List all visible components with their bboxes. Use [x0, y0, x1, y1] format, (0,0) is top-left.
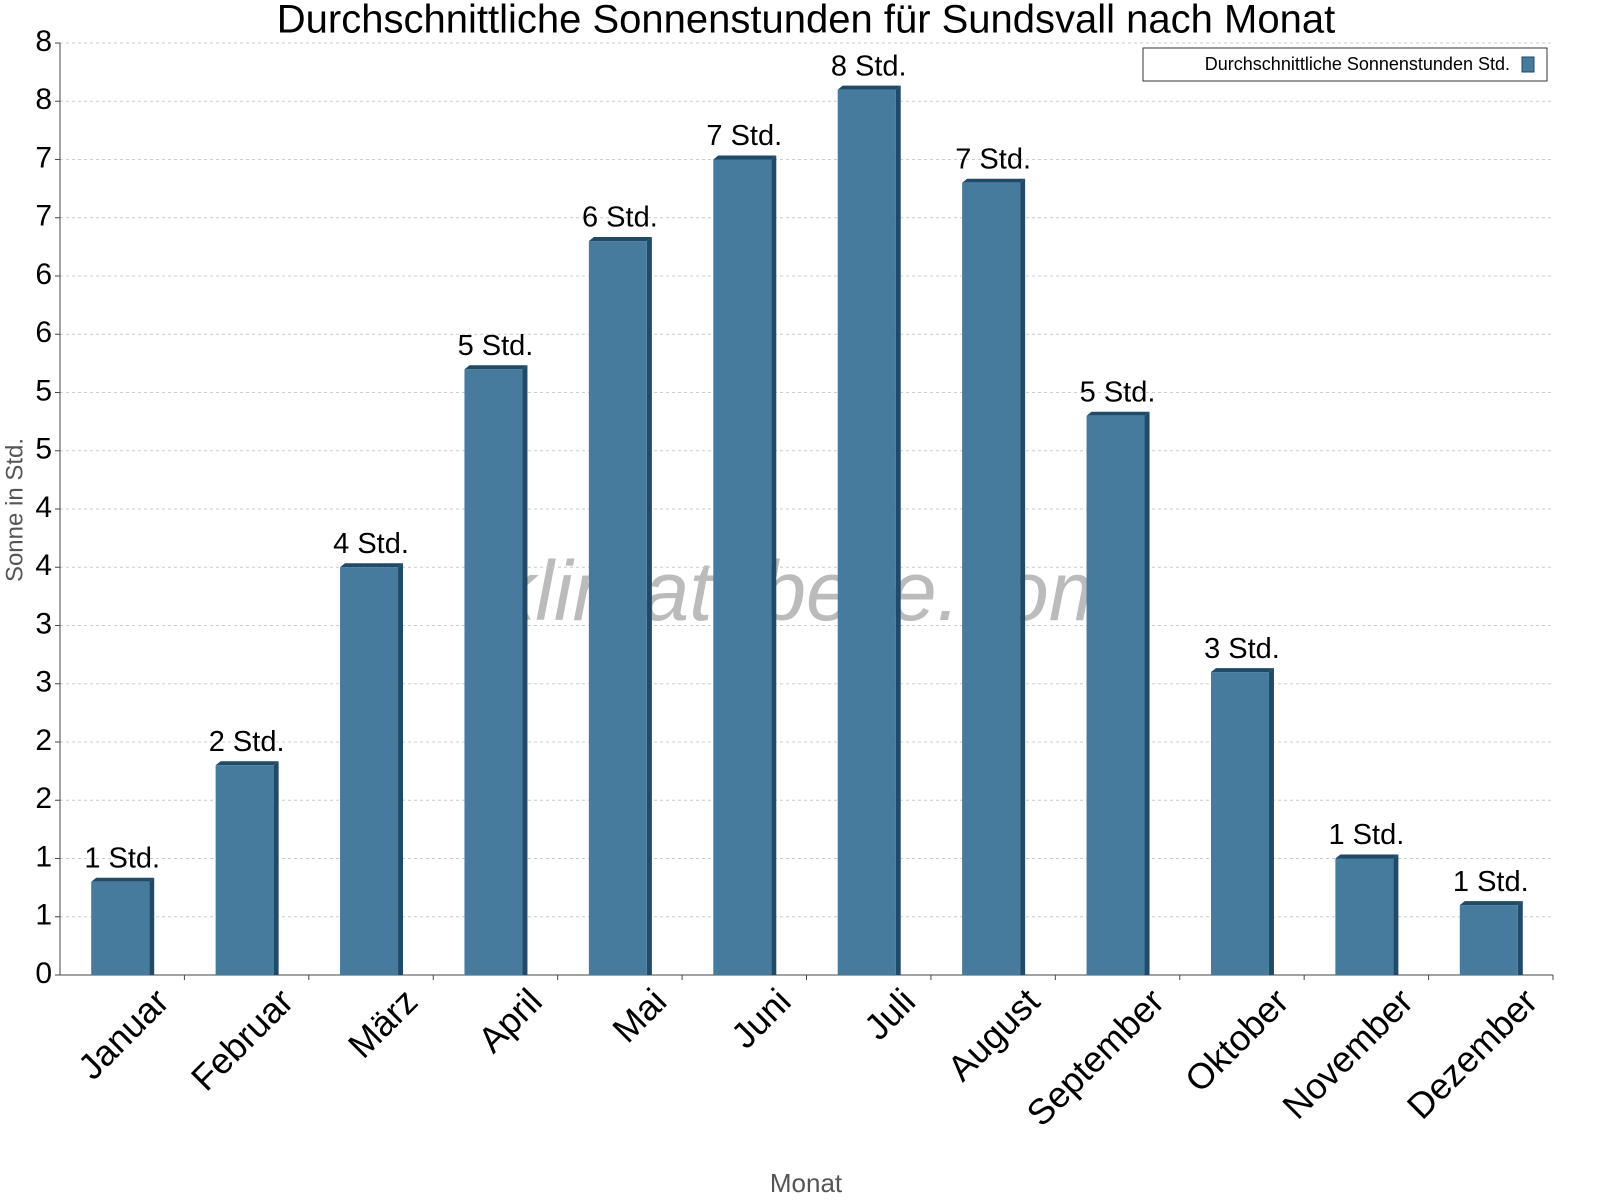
bar-side [1144, 411, 1150, 975]
data-label: 1 Std. [1328, 819, 1404, 851]
bar [1086, 415, 1145, 975]
bar-top [340, 563, 404, 568]
legend: Durchschnittliche Sonnenstunden Std. [1142, 47, 1548, 82]
x-axis-title: Monat [770, 1168, 843, 1198]
bar [837, 89, 896, 976]
x-tick-label: Oktober [1177, 980, 1297, 1100]
y-tick-label: 1 [35, 840, 52, 873]
x-tick-label: Mai [604, 980, 674, 1050]
bar [713, 159, 772, 975]
bar-side [1517, 901, 1523, 975]
chart-title: Durchschnittliche Sonnenstunden für Sund… [277, 0, 1335, 42]
x-tick-label: April [470, 980, 550, 1060]
y-tick-label: 2 [35, 782, 52, 815]
bar-side [398, 563, 404, 975]
bar [962, 182, 1021, 976]
data-label: 7 Std. [706, 120, 782, 152]
y-tick-label: 4 [35, 549, 52, 582]
y-tick-label: 3 [35, 607, 52, 640]
bar-side [273, 761, 279, 975]
bar-top [215, 761, 279, 766]
y-tick-label: 7 [35, 200, 52, 233]
bar [1459, 905, 1518, 975]
y-tick-label: 0 [35, 957, 52, 990]
bar [340, 567, 399, 975]
bar-side [771, 155, 777, 975]
legend-label: Durchschnittliche Sonnenstunden Std. [1205, 54, 1510, 74]
bar-top [1335, 854, 1399, 859]
data-label: 5 Std. [1080, 376, 1156, 408]
bar-side [895, 85, 901, 976]
bar [1335, 858, 1394, 975]
y-tick-label: 6 [35, 316, 52, 349]
bar-side [522, 365, 528, 975]
x-tick-label: Juni [723, 980, 799, 1056]
bar-top [588, 237, 652, 242]
bar [588, 241, 647, 976]
data-label: 6 Std. [582, 202, 658, 234]
bar [1210, 672, 1269, 975]
y-tick-label: 4 [35, 491, 52, 524]
y-tick-label: 3 [35, 666, 52, 699]
x-tick-label: Juli [856, 980, 923, 1047]
data-label: 2 Std. [209, 726, 285, 758]
data-label: 3 Std. [1204, 633, 1280, 665]
bar [464, 369, 523, 975]
y-tick-label: 8 [35, 25, 52, 58]
x-tick-label: Januar [70, 980, 177, 1087]
bar-top [713, 155, 777, 160]
x-tick-label: November [1274, 980, 1420, 1126]
data-label: 8 Std. [831, 50, 907, 82]
bar [91, 881, 150, 975]
bar-top [91, 877, 155, 882]
y-tick-label: 2 [35, 724, 52, 757]
x-tick-label: Februar [183, 980, 301, 1098]
data-label: 4 Std. [333, 528, 409, 560]
y-tick-label: 5 [35, 433, 52, 466]
bar-top [1459, 901, 1523, 906]
bar-side [1393, 854, 1399, 975]
bar-side [646, 237, 652, 976]
y-tick-label: 5 [35, 374, 52, 407]
bar [215, 765, 274, 975]
y-tick-label: 7 [35, 141, 52, 174]
y-tick-label: 1 [35, 899, 52, 932]
bar-top [837, 85, 901, 90]
data-label: 7 Std. [955, 143, 1031, 175]
y-tick-label: 6 [35, 258, 52, 291]
bar-top [1210, 668, 1274, 673]
bar-side [1268, 668, 1274, 975]
bar-top [464, 365, 528, 370]
bar-side [149, 877, 155, 975]
y-axis-title: Sonne in Std. [1, 438, 28, 582]
legend-swatch [1521, 56, 1535, 73]
bar-top [962, 178, 1026, 183]
bar-side [1020, 178, 1026, 976]
data-label: 1 Std. [84, 842, 160, 874]
data-label: 5 Std. [458, 330, 534, 362]
x-tick-label: Dezember [1399, 980, 1545, 1126]
y-tick-label: 8 [35, 83, 52, 116]
x-tick-label: März [340, 980, 426, 1066]
x-tick-label: August [939, 980, 1047, 1088]
legend-box [1142, 47, 1548, 82]
data-label: 1 Std. [1453, 866, 1529, 898]
bar-top [1086, 411, 1150, 416]
